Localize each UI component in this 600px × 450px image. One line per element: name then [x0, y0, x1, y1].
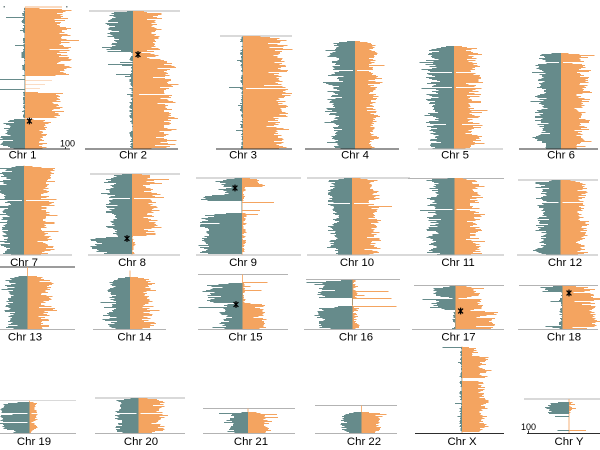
svg-text:Chr 11: Chr 11 — [441, 257, 474, 269]
svg-text:Chr 17: Chr 17 — [441, 332, 475, 344]
svg-text:Chr 1: Chr 1 — [9, 150, 37, 162]
svg-text:Chr 10: Chr 10 — [340, 257, 374, 269]
svg-text:Chr 8: Chr 8 — [118, 257, 146, 269]
svg-text:Chr 14: Chr 14 — [117, 332, 151, 344]
svg-text:100: 100 — [60, 139, 75, 149]
svg-text:Chr 18: Chr 18 — [547, 332, 581, 344]
svg-text:Chr 19: Chr 19 — [17, 436, 51, 448]
svg-text:Chr 3: Chr 3 — [229, 150, 257, 162]
svg-text:Chr 15: Chr 15 — [228, 332, 262, 344]
svg-text:Chr 9: Chr 9 — [229, 257, 257, 269]
svg-text:Chr 6: Chr 6 — [547, 150, 575, 162]
svg-text:Chr 21: Chr 21 — [234, 436, 268, 448]
svg-text:Chr 13: Chr 13 — [8, 332, 42, 344]
svg-text:Chr 12: Chr 12 — [548, 257, 582, 269]
svg-text:Chr 2: Chr 2 — [119, 150, 147, 162]
svg-text:Chr X: Chr X — [447, 436, 477, 448]
svg-text:Chr 7: Chr 7 — [10, 257, 38, 269]
svg-text:Chr Y: Chr Y — [555, 436, 584, 448]
svg-text:Chr 22: Chr 22 — [347, 436, 381, 448]
svg-text:Chr 20: Chr 20 — [124, 436, 158, 448]
svg-text:Chr 5: Chr 5 — [441, 150, 469, 162]
svg-text:100: 100 — [521, 422, 536, 432]
svg-text:Chr 4: Chr 4 — [341, 150, 369, 162]
svg-text:Chr 16: Chr 16 — [339, 332, 373, 344]
